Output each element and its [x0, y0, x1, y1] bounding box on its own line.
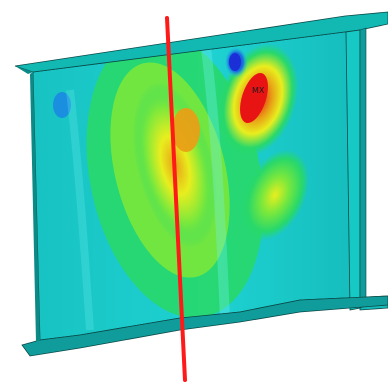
max-marker-label: MX	[252, 86, 265, 95]
web-left-edge	[30, 72, 40, 342]
section-cut-line[interactable]	[165, 16, 187, 382]
vertical-stiffener	[345, 27, 367, 311]
web-panel	[32, 29, 388, 341]
bottom-flange	[21, 295, 388, 357]
